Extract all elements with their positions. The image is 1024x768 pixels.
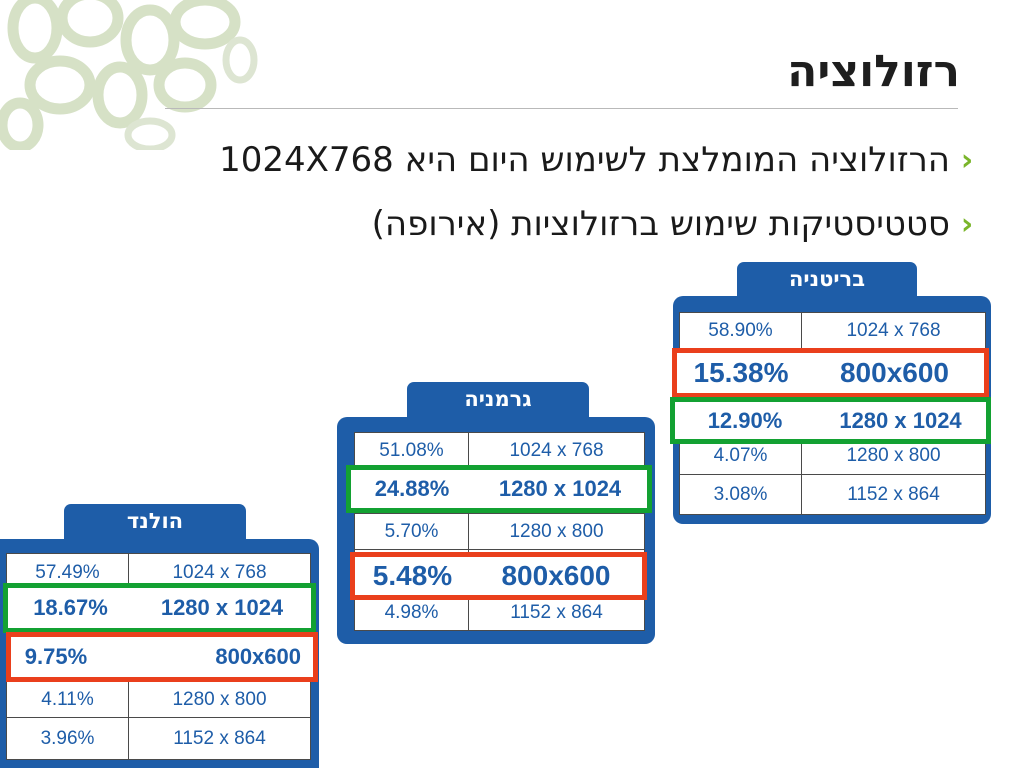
highlight-row-red: 9.75% 800x600 xyxy=(6,632,318,682)
resolution-cell: 1152 x 864 xyxy=(801,474,986,515)
resolution-cell: 800x600 xyxy=(501,560,611,591)
percent-cell: 12.90% xyxy=(707,407,783,433)
resolution-cell: 1024 x 768 xyxy=(468,432,645,470)
chevron-left-icon: ‹ xyxy=(960,206,974,242)
netherlands-table-title: הולנד xyxy=(64,504,246,540)
germany-table-title: גרמניה xyxy=(407,382,589,418)
resolution-cell: 1280 x 1024 xyxy=(160,595,284,620)
percent-cell: 4.11% xyxy=(6,681,129,718)
percent-cell: 58.90% xyxy=(679,312,802,350)
resolution-cell: 800x600 xyxy=(215,644,301,669)
highlight-row-green: 12.90% 1280 x 1024 xyxy=(670,397,991,444)
table-row: 58.90% 1024 x 768 xyxy=(679,312,986,350)
table-row: 4.98% 1152 x 864 xyxy=(354,594,645,631)
percent-cell: 5.48% xyxy=(372,560,453,591)
percent-cell: 24.88% xyxy=(374,476,450,501)
table-row: 3.08% 1152 x 864 xyxy=(679,474,986,515)
table-row: 3.96% 1152 x 864 xyxy=(6,717,311,760)
resolution-cell: 1152 x 864 xyxy=(128,717,311,760)
highlight-row-red: 5.48% 800x600 xyxy=(350,552,647,600)
title-divider xyxy=(165,108,958,109)
percent-cell: 3.08% xyxy=(679,474,802,515)
slide-title: רזולוציה xyxy=(787,46,960,97)
highlight-row-green: 18.67% 1280 x 1024 xyxy=(3,583,316,633)
bullet-list: ‹ הרזולוציה המומלצת לשימוש היום היא 1024… xyxy=(44,128,984,256)
bullet-text: סטטיסטיקות שימוש ברזולוציות (אירופה) xyxy=(371,204,950,244)
table-row: 51.08% 1024 x 768 xyxy=(354,432,645,470)
chevron-left-icon: ‹ xyxy=(960,142,974,178)
ring-pattern-decoration xyxy=(0,0,258,150)
resolution-cell: 1024 x 768 xyxy=(801,312,986,350)
highlight-row-green: 24.88% 1280 x 1024 xyxy=(346,465,652,513)
germany-table: 51.08% 1024 x 768 5.70% 1280 x 800 4.98%… xyxy=(354,432,645,631)
percent-cell: 18.67% xyxy=(33,595,108,620)
table-row: 4.11% 1280 x 800 xyxy=(6,681,311,718)
bullet-item: ‹ סטטיסטיקות שימוש ברזולוציות (אירופה) xyxy=(44,192,984,256)
percent-cell: 4.98% xyxy=(354,594,469,631)
table-row: 5.70% 1280 x 800 xyxy=(354,513,645,550)
percent-cell: 3.96% xyxy=(6,717,129,760)
resolution-cell: 1280 x 800 xyxy=(468,513,645,550)
bullet-text: הרזולוציה המומלצת לשימוש היום היא 1024X7… xyxy=(219,140,950,180)
resolution-cell: 1280 x 1024 xyxy=(839,407,962,433)
resolution-cell: 1280 x 1024 xyxy=(498,476,622,501)
percent-cell: 15.38% xyxy=(693,357,789,388)
percent-cell: 9.75% xyxy=(24,644,88,669)
bullet-item: ‹ הרזולוציה המומלצת לשימוש היום היא 1024… xyxy=(44,128,984,192)
resolution-cell: 1280 x 800 xyxy=(128,681,311,718)
highlight-row-red: 15.38% 800x600 xyxy=(672,348,989,398)
percent-cell: 5.70% xyxy=(354,513,469,550)
percent-cell: 51.08% xyxy=(354,432,469,470)
resolution-cell: 800x600 xyxy=(839,357,949,388)
britain-table-title: בריטניה xyxy=(737,262,917,298)
